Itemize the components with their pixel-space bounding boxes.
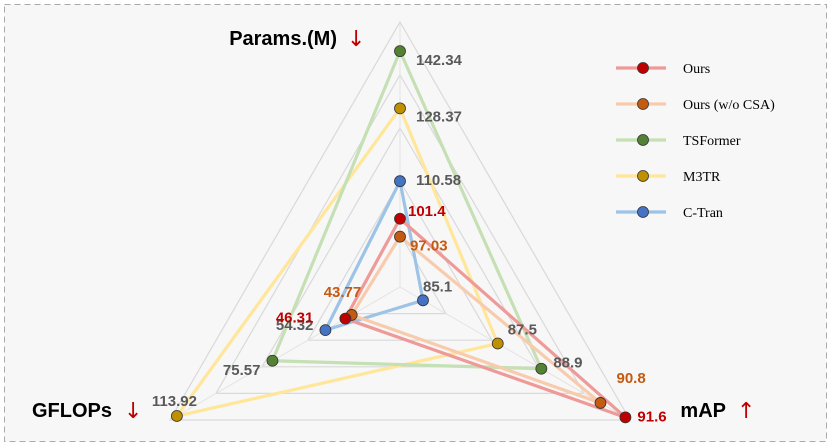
legend-marker-tsformer	[637, 134, 649, 146]
point-ours-w-o-csa-params	[394, 230, 406, 243]
figure-frame	[4, 4, 827, 442]
label-m3tr-map: 87.5	[508, 322, 537, 339]
axis-titles: Params.(M) ↓ mAP ↑ GFLOPs ↓	[32, 27, 755, 424]
point-c-tran-params	[394, 175, 406, 188]
axis-title-params-m: Params.(M)	[229, 28, 337, 50]
point-ours-map	[619, 411, 632, 424]
legend: Ours Ours (w/o CSA) TSFormer M3TR C-Tran	[616, 62, 775, 221]
label-m3tr-gflops: 113.92	[152, 393, 197, 410]
legend-label-m3tr: M3TR	[683, 170, 721, 185]
axis-arrow-map: ↑	[737, 399, 755, 424]
axis-arrow-params-m: ↓	[347, 27, 365, 52]
label-ours-w-o-csa-params: 97.03	[410, 238, 448, 255]
point-ours-params	[394, 212, 406, 225]
axis-arrow-gflops: ↓	[124, 399, 142, 424]
point-ours-w-o-csa-map	[594, 397, 607, 409]
point-ours-gflops	[339, 312, 352, 325]
point-tsformer-gflops	[266, 354, 279, 367]
grid-ring-5	[168, 20, 632, 421]
point-c-tran-gflops	[319, 324, 332, 337]
label-tsformer-params: 142.34	[416, 52, 463, 69]
legend-label-ours-w-o-csa: Ours (w/o CSA)	[683, 98, 775, 113]
label-m3tr-params: 128.37	[416, 108, 462, 125]
legend-marker-c-tran	[637, 206, 649, 218]
series-line-ours	[343, 217, 628, 419]
point-m3tr-map	[491, 337, 504, 350]
series-line-c-tran	[323, 179, 425, 332]
value-labels: 110.58 85.1 54.32 128.37 87.5 113.92 142.34 88.…	[152, 52, 667, 425]
series-line-m3tr	[175, 106, 500, 418]
point-c-tran-map	[417, 294, 429, 307]
legend-label-ours: Ours	[683, 62, 710, 77]
legend-marker-ours-w-o-csa	[637, 98, 649, 110]
axis-title-map: mAP	[680, 400, 726, 422]
grid-spoke-map	[399, 286, 631, 421]
legend-label-c-tran: C-Tran	[683, 206, 723, 221]
legend-marker-ours	[637, 62, 649, 74]
legend-label-tsformer: TSFormer	[683, 134, 741, 149]
label-ours-w-o-csa-gflops: 43.77	[324, 284, 362, 301]
series-line-tsformer	[270, 49, 543, 371]
legend-marker-m3tr	[637, 170, 649, 182]
point-m3tr-params	[394, 102, 406, 115]
label-c-tran-params: 110.58	[416, 172, 461, 189]
grid-spoke-gflops	[169, 286, 401, 421]
label-ours-w-o-csa-map: 90.8	[616, 370, 645, 387]
label-tsformer-map: 88.9	[553, 355, 582, 372]
label-ours-params: 101.4	[408, 203, 446, 220]
point-m3tr-gflops	[170, 410, 183, 422]
series-line-ours-w-o-csa	[350, 235, 603, 405]
label-c-tran-map: 85.1	[423, 278, 452, 295]
point-tsformer-params	[394, 45, 406, 58]
axis-title-gflops: GFLOPs	[32, 400, 112, 422]
radar-series	[170, 45, 632, 424]
point-tsformer-map	[535, 362, 548, 375]
label-tsformer-gflops: 75.57	[223, 362, 261, 379]
label-ours-map: 91.6	[637, 408, 666, 425]
label-ours-gflops: 46.31	[276, 310, 314, 327]
label-c-tran-gflops: 54.32	[276, 317, 314, 334]
